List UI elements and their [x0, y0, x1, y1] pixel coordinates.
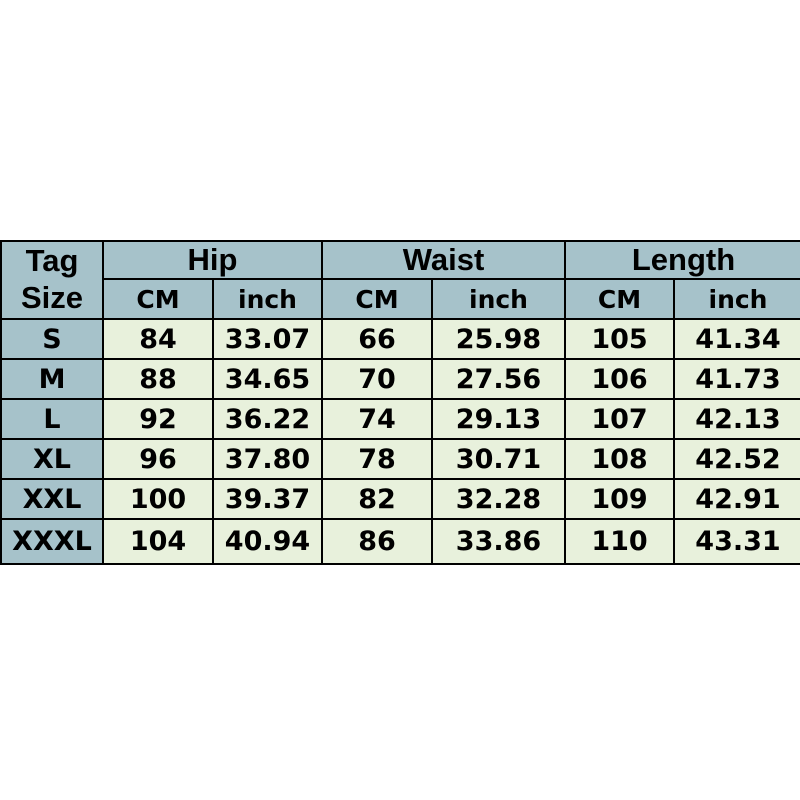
size-label: L — [0, 398, 104, 440]
hip-inch-value: 36.22 — [212, 398, 323, 440]
hip-cm-value: 100 — [102, 478, 214, 520]
waist-inch-value: 30.71 — [431, 438, 566, 480]
hip-cm-value: 104 — [102, 518, 214, 565]
waist-cm-value: 70 — [321, 358, 433, 400]
waist-cm-value: 74 — [321, 398, 433, 440]
unit-header-length-cm: CM — [564, 278, 675, 320]
length-inch-value: 41.34 — [673, 318, 800, 360]
length-cm-value: 105 — [564, 318, 675, 360]
corner-header-line2: Size — [20, 280, 84, 315]
hip-cm-value: 88 — [102, 358, 214, 400]
length-inch-value: 42.91 — [673, 478, 800, 520]
size-label: M — [0, 358, 104, 400]
column-group-length: Length — [564, 240, 800, 280]
hip-cm-value: 84 — [102, 318, 214, 360]
hip-inch-value: 39.37 — [212, 478, 323, 520]
waist-cm-value: 78 — [321, 438, 433, 480]
hip-inch-value: 37.80 — [212, 438, 323, 480]
size-label: XXXL — [0, 518, 104, 565]
hip-inch-value: 33.07 — [212, 318, 323, 360]
length-cm-value: 110 — [564, 518, 675, 565]
length-inch-value: 42.52 — [673, 438, 800, 480]
hip-inch-value: 40.94 — [212, 518, 323, 565]
length-cm-value: 109 — [564, 478, 675, 520]
hip-cm-value: 96 — [102, 438, 214, 480]
waist-inch-value: 25.98 — [431, 318, 566, 360]
waist-cm-value: 86 — [321, 518, 433, 565]
column-group-waist: Waist — [321, 240, 566, 280]
waist-cm-value: 66 — [321, 318, 433, 360]
table-row-s: S 84 33.07 66 25.98 105 41.34 — [0, 318, 800, 360]
length-inch-value: 43.31 — [673, 518, 800, 565]
waist-inch-value: 27.56 — [431, 358, 566, 400]
header-unit-row: CM inch CM inch CM inch — [1, 278, 800, 320]
unit-header-hip-cm: CM — [102, 278, 214, 320]
unit-header-hip-inch: inch — [212, 278, 323, 320]
size-label: XL — [0, 438, 104, 480]
corner-header-cell: Tag Size — [0, 240, 104, 320]
column-group-hip: Hip — [102, 240, 323, 280]
waist-cm-value: 82 — [321, 478, 433, 520]
length-inch-value: 42.13 — [673, 398, 800, 440]
length-cm-value: 106 — [564, 358, 675, 400]
hip-cm-value: 92 — [102, 398, 214, 440]
size-chart-table: Tag Size Hip Waist Length CM inch CM inc… — [0, 240, 800, 565]
table-row-xl: XL 96 37.80 78 30.71 108 42.52 — [0, 438, 800, 480]
table-row-xxxl: XXXL 104 40.94 86 33.86 110 43.31 — [0, 518, 800, 565]
unit-header-waist-cm: CM — [321, 278, 433, 320]
length-inch-value: 41.73 — [673, 358, 800, 400]
table-row-xxl: XXL 100 39.37 82 32.28 109 42.91 — [0, 478, 800, 520]
waist-inch-value: 32.28 — [431, 478, 566, 520]
size-label: S — [0, 318, 104, 360]
hip-inch-value: 34.65 — [212, 358, 323, 400]
table-row-m: M 88 34.65 70 27.56 106 41.73 — [0, 358, 800, 400]
length-cm-value: 108 — [564, 438, 675, 480]
length-cm-value: 107 — [564, 398, 675, 440]
waist-inch-value: 29.13 — [431, 398, 566, 440]
corner-header-line1: Tag — [25, 243, 79, 278]
size-label: XXL — [0, 478, 104, 520]
header-group-row: Tag Size Hip Waist Length — [0, 240, 800, 320]
table-row-l: L 92 36.22 74 29.13 107 42.13 — [0, 398, 800, 440]
unit-header-waist-inch: inch — [431, 278, 566, 320]
waist-inch-value: 33.86 — [431, 518, 566, 565]
unit-header-length-inch: inch — [673, 278, 800, 320]
